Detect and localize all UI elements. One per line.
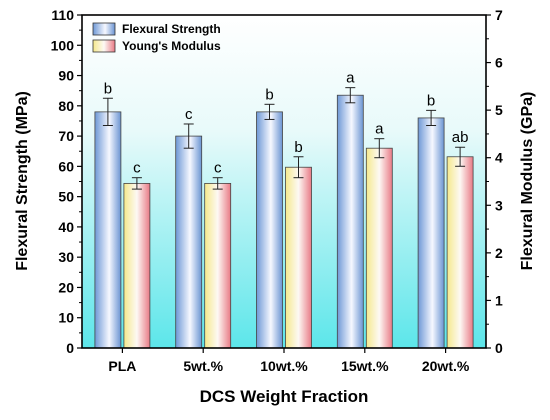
y-tick-label-right-4: 4 — [495, 150, 503, 166]
bar-strength-2 — [256, 111, 283, 349]
x-axis-title: DCS Weight Fraction — [200, 387, 369, 406]
bar-modulus-0 — [123, 183, 151, 349]
significance-label-modulus-2: b — [294, 139, 302, 156]
y-tick-label-left-7: 70 — [58, 128, 74, 144]
x-tick-label-3: 15wt.% — [341, 358, 389, 374]
bar-strength-0 — [94, 111, 122, 349]
x-tick-label-2: 10wt.% — [260, 358, 308, 374]
bar-strength-3 — [336, 94, 364, 349]
y-tick-label-left-8: 80 — [58, 98, 74, 114]
bar-modulus-2 — [285, 166, 312, 349]
y-tick-label-right-2: 2 — [495, 245, 503, 261]
y-tick-label-right-6: 6 — [495, 55, 503, 71]
significance-label-modulus-4: ab — [452, 129, 469, 146]
significance-label-modulus-0: c — [133, 160, 141, 177]
bar-modulus-4 — [446, 156, 474, 349]
y-tick-label-right-5: 5 — [495, 102, 503, 118]
axis-ticks: PLA 5wt.% 10wt.% 15wt.% 20wt.%01020304050607… — [51, 7, 503, 374]
y-axis-title-right: Flexural Modulus (GPa) — [519, 92, 536, 271]
bar-modulus-3 — [365, 147, 393, 349]
x-tick-label-1: 5wt.% — [183, 358, 223, 374]
significance-label-modulus-3: a — [375, 121, 384, 138]
bar-modulus-1 — [204, 183, 232, 349]
significance-label-modulus-1: c — [214, 160, 222, 177]
y-tick-label-right-1: 1 — [495, 292, 503, 308]
y-tick-label-left-2: 20 — [58, 279, 74, 295]
y-axis-title-left: Flexural Strength (MPa) — [14, 91, 31, 271]
significance-label-strength-4: b — [427, 92, 435, 109]
y-tick-label-left-9: 90 — [58, 68, 74, 84]
y-tick-label-left-10: 100 — [51, 37, 75, 53]
y-tick-label-left-1: 10 — [58, 310, 74, 326]
legend-label-youngs-modulus: Young's Modulus — [122, 39, 221, 53]
y-tick-label-right-7: 7 — [495, 7, 503, 23]
legend-swatch-youngs-modulus — [92, 39, 116, 53]
significance-label-strength-1: c — [185, 106, 193, 123]
x-tick-label-0: PLA — [108, 358, 136, 374]
significance-label-strength-3: a — [346, 70, 355, 87]
y-tick-label-right-3: 3 — [495, 197, 503, 213]
y-tick-label-left-4: 40 — [58, 219, 74, 235]
significance-label-strength-0: b — [104, 80, 112, 97]
y-tick-label-left-6: 60 — [58, 158, 74, 174]
significance-label-strength-2: b — [265, 86, 273, 103]
bar-strength-4 — [417, 117, 445, 349]
legend: Flexural Strength Young's Modulus — [92, 22, 221, 53]
bar-strength-1 — [175, 135, 203, 349]
x-tick-label-4: 20wt.% — [422, 358, 470, 374]
y-tick-label-left-3: 30 — [58, 249, 74, 265]
y-tick-label-left-5: 50 — [58, 189, 74, 205]
y-tick-label-right-0: 0 — [495, 340, 503, 356]
y-tick-label-left-11: 110 — [51, 7, 74, 23]
legend-swatch-flexural-strength — [92, 22, 116, 36]
legend-label-flexural-strength: Flexural Strength — [122, 22, 221, 36]
y-tick-label-left-0: 0 — [66, 340, 74, 356]
